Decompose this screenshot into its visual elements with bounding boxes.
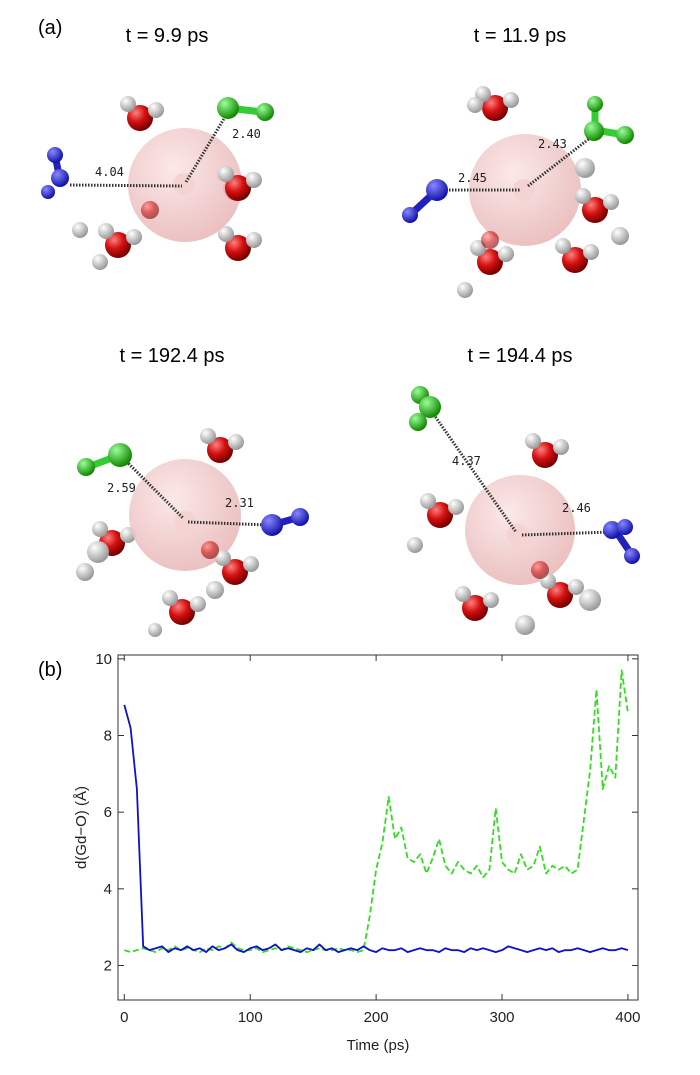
panel-label: (b) — [38, 659, 62, 681]
distance-label: 2.40 — [232, 127, 261, 141]
distance-label: 4.04 — [95, 165, 124, 179]
snapshot-structure — [402, 86, 634, 298]
snapshot-structure — [76, 428, 309, 637]
x-tick-label: 100 — [238, 1009, 263, 1026]
distance-label: 2.59 — [107, 481, 136, 495]
snapshot-title: t = 194.4 ps — [467, 345, 572, 367]
x-tick-label: 0 — [120, 1009, 128, 1026]
y-tick-label: 2 — [104, 958, 112, 975]
y-tick-label: 6 — [104, 804, 112, 821]
x-axis-label: Time (ps) — [347, 1037, 410, 1054]
distance-label: 4.37 — [452, 454, 481, 468]
y-tick-label: 8 — [104, 728, 112, 745]
snapshot-title: t = 11.9 ps — [474, 25, 566, 47]
y-axis-label: d(Gd−O) (Å) — [73, 786, 90, 869]
snapshot-title: t = 192.4 ps — [119, 345, 224, 367]
x-tick-label: 400 — [615, 1009, 640, 1026]
data-line — [123, 704, 629, 953]
x-tick-label: 300 — [490, 1009, 515, 1026]
y-tick-label: 4 — [104, 881, 112, 898]
distance-label: 2.46 — [562, 501, 591, 515]
x-tick-label: 200 — [364, 1009, 389, 1026]
snapshot-title: t = 9.9 ps — [126, 25, 209, 47]
data-line — [124, 669, 629, 953]
plot-frame — [117, 654, 639, 1001]
distance-label: 2.31 — [225, 496, 254, 510]
snapshot-structure — [407, 386, 640, 635]
distance-label: 2.43 — [538, 137, 567, 151]
panel-label: (a) — [38, 17, 62, 39]
y-tick-label: 10 — [95, 651, 112, 668]
snapshot-structure — [41, 96, 274, 270]
distance-label: 2.45 — [458, 171, 487, 185]
